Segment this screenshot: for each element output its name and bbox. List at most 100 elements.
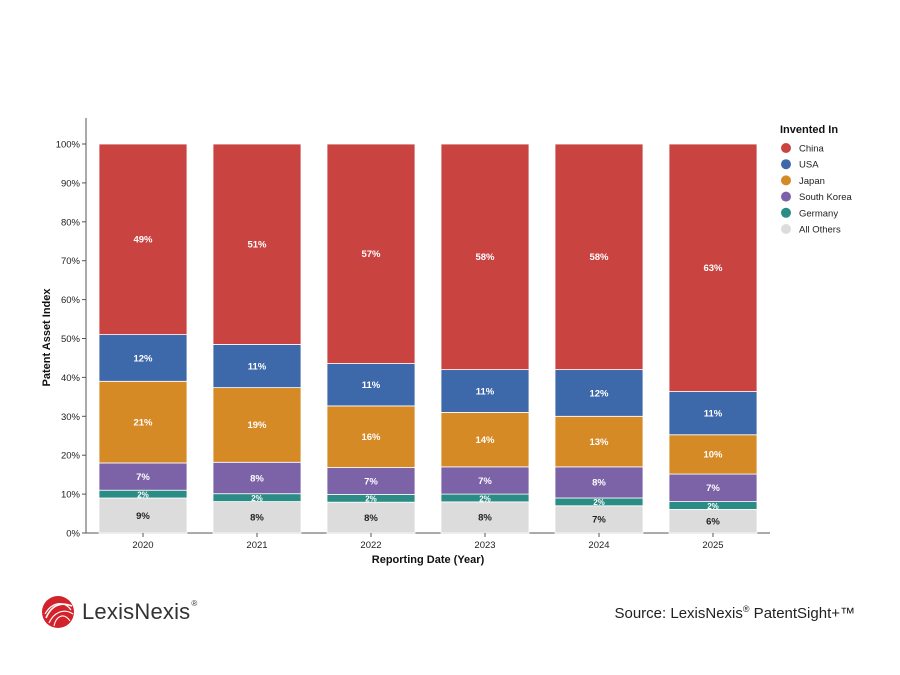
data-label: 58% <box>475 252 495 263</box>
y-axis-title: Patent Asset Index <box>41 288 53 387</box>
data-label: 7% <box>478 476 492 487</box>
legend-item-label: All Others <box>799 225 841 236</box>
bar-segment <box>440 143 530 371</box>
bar-segment <box>554 415 644 468</box>
bar-segment <box>98 334 188 382</box>
data-label: 12% <box>133 353 153 364</box>
y-tick-label: 40% <box>61 373 81 384</box>
y-tick-label: 30% <box>61 412 81 423</box>
x-axis-title: Reporting Date (Year) <box>372 554 485 566</box>
data-label: 2% <box>365 495 377 504</box>
lexisnexis-brand: LexisNexis® <box>40 594 197 630</box>
data-label: 8% <box>478 513 492 524</box>
data-label: 2% <box>251 494 263 503</box>
data-label: 11% <box>248 361 267 372</box>
data-label: 11% <box>704 408 723 419</box>
y-tick-label: 50% <box>61 334 81 345</box>
x-tick-label: 2020 <box>132 540 153 551</box>
data-label: 7% <box>706 483 720 494</box>
bar-segment <box>668 434 758 475</box>
bar-segment <box>668 143 758 392</box>
data-label: 10% <box>703 450 723 461</box>
legend-item-label: South Korea <box>799 192 853 203</box>
bar-segment <box>440 412 530 468</box>
data-label: 8% <box>364 513 378 524</box>
y-tick-label: 100% <box>56 140 81 151</box>
bar-segment <box>668 391 758 436</box>
x-tick-label: 2023 <box>474 540 495 551</box>
data-label: 57% <box>361 249 381 260</box>
y-tick-label: 0% <box>66 529 80 540</box>
bar-segment <box>98 497 188 534</box>
x-tick-label: 2022 <box>360 540 381 551</box>
bar-segment <box>98 143 188 336</box>
y-tick-label: 70% <box>61 256 81 267</box>
legend-swatch <box>781 207 791 218</box>
bar-segment <box>440 466 530 495</box>
bar-segment <box>212 143 302 345</box>
legend-swatch <box>781 224 791 234</box>
data-label: 8% <box>250 513 264 524</box>
legend-item-label: Germany <box>799 208 838 219</box>
data-label: 8% <box>592 478 606 489</box>
legend-item-label: Japan <box>799 176 825 187</box>
bar-segment <box>554 505 644 534</box>
data-label: 2% <box>707 502 719 511</box>
y-tick-label: 80% <box>61 217 81 228</box>
data-label: 2% <box>137 490 149 499</box>
data-label: 11% <box>476 386 495 397</box>
bar-segment <box>326 467 416 495</box>
bar-segment <box>212 501 302 534</box>
data-label: 2% <box>593 498 605 507</box>
brand-name: LexisNexis® <box>82 599 198 624</box>
data-label: 14% <box>475 435 495 446</box>
legend-title: Invented In <box>780 124 838 136</box>
bar-segment <box>326 143 416 364</box>
data-label: 63% <box>703 263 723 274</box>
legend-item-label: China <box>799 144 825 155</box>
data-label: 13% <box>589 437 609 448</box>
data-label: 7% <box>364 476 378 487</box>
bar-segment <box>326 501 416 534</box>
data-label: 6% <box>706 517 720 528</box>
legend-item-label: USA <box>799 160 819 171</box>
data-label: 9% <box>136 511 150 522</box>
data-label: 58% <box>589 252 609 263</box>
lexisnexis-knot-logo-icon <box>42 596 74 628</box>
data-label: 12% <box>589 388 609 399</box>
data-label: 49% <box>133 235 153 246</box>
x-tick-label: 2025 <box>702 540 723 551</box>
legend-swatch <box>781 175 791 186</box>
source-credit: Source: LexisNexis® PatentSight+™ <box>614 604 855 622</box>
legend-swatch <box>781 143 791 153</box>
bar-segment <box>554 369 644 417</box>
data-label: 16% <box>361 432 381 443</box>
bar-segment <box>212 343 302 389</box>
data-label: 8% <box>250 473 264 484</box>
y-tick-label: 20% <box>61 451 81 462</box>
legend-swatch <box>781 159 791 170</box>
bar-segment <box>440 501 530 534</box>
x-tick-label: 2024 <box>588 540 609 551</box>
data-label: 7% <box>592 515 606 526</box>
bar-segment <box>212 461 302 495</box>
bar-segment <box>668 473 758 502</box>
y-tick-label: 60% <box>61 295 81 306</box>
data-label: 7% <box>136 472 150 483</box>
x-tick-label: 2021 <box>246 540 267 551</box>
data-label: 21% <box>133 417 153 428</box>
data-label: 51% <box>247 239 267 250</box>
data-label: 2% <box>479 494 491 503</box>
y-tick-label: 10% <box>61 490 81 501</box>
legend-swatch <box>781 191 791 202</box>
bar-segment <box>98 380 188 464</box>
bar-segment <box>554 143 644 371</box>
data-label: 19% <box>247 420 267 431</box>
y-tick-label: 90% <box>61 178 81 189</box>
bar-segment <box>212 387 302 463</box>
bar-segment <box>326 363 416 407</box>
bar-segment <box>326 405 416 468</box>
data-label: 11% <box>362 380 381 391</box>
bar-segment <box>554 466 644 499</box>
